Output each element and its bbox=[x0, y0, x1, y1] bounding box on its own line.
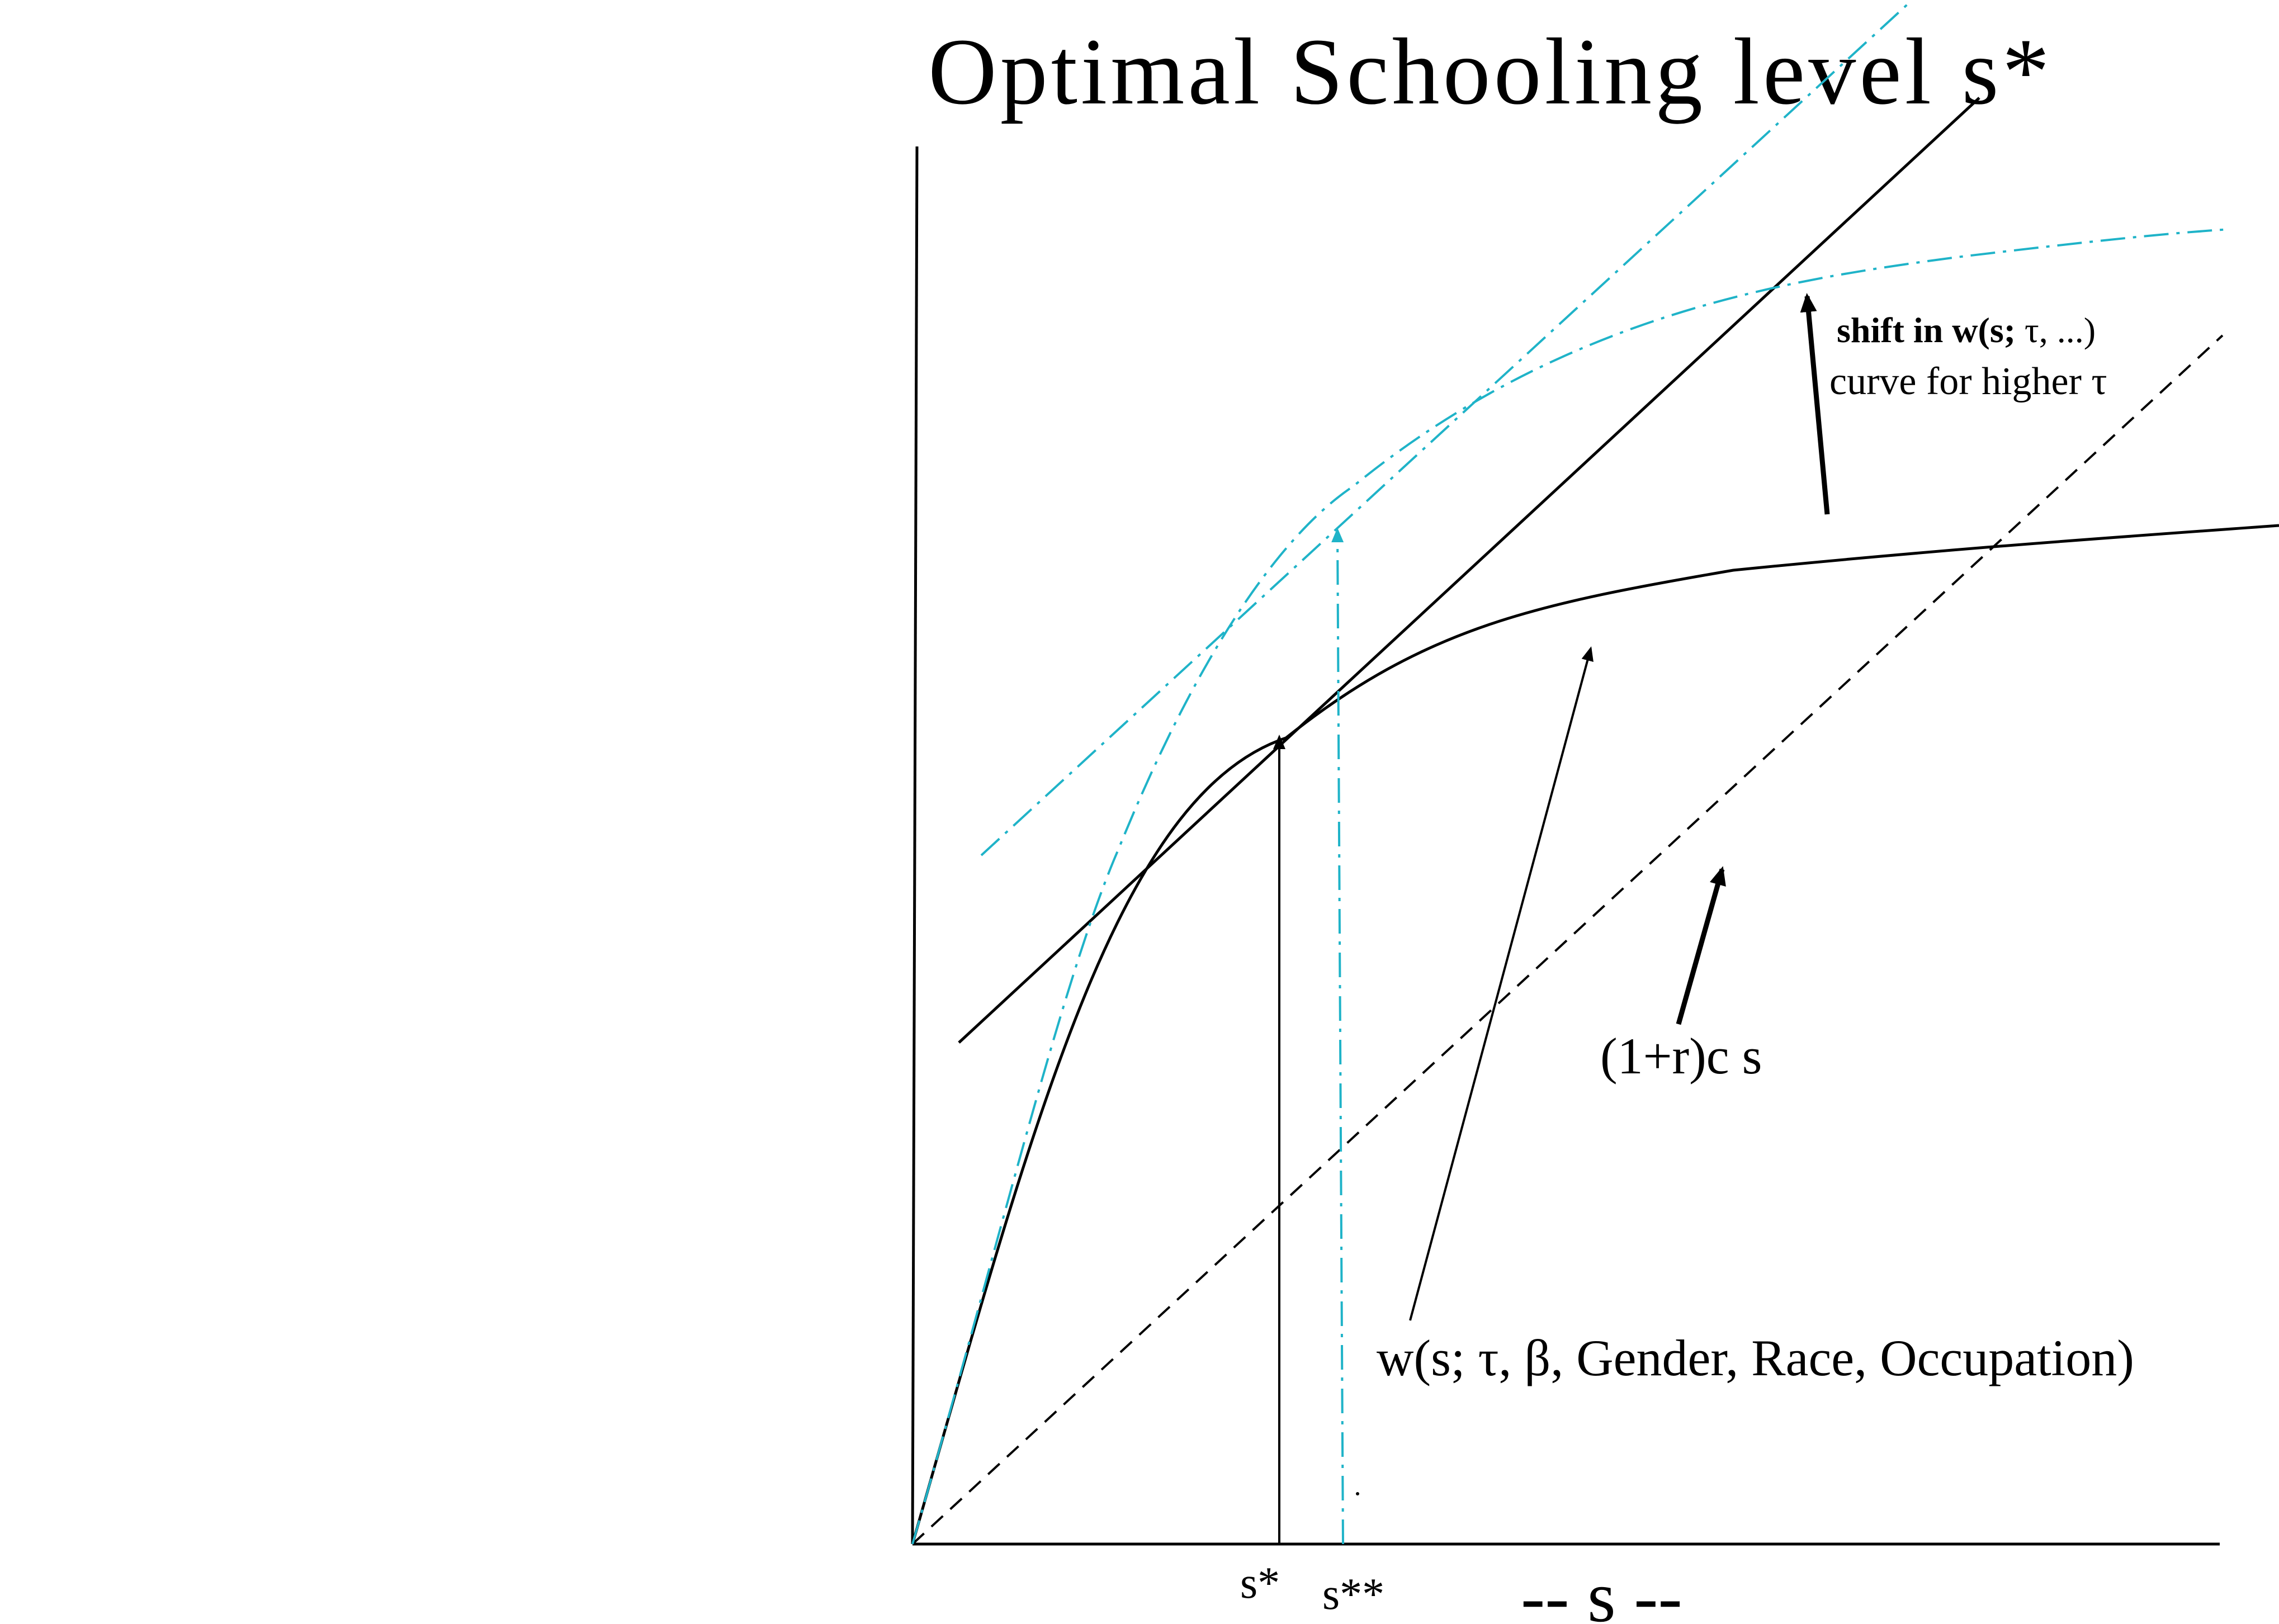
tangent-line-s-star bbox=[958, 97, 1980, 1044]
shift-label-line1: shift in w(s; τ, ...) bbox=[1837, 310, 2096, 350]
shifted-wage-curve bbox=[911, 228, 2231, 1545]
wage-curve-label: w(s; τ, β, Gender, Race, Occupation) bbox=[1377, 1329, 2134, 1386]
y-axis bbox=[911, 146, 919, 1545]
page-title: Optimal Schooling level s* bbox=[928, 19, 2053, 124]
s-double-star-tick-label: s** bbox=[1322, 1570, 1384, 1619]
shift-label-line2: curve for higher τ bbox=[1829, 360, 2107, 403]
tangent-line-s-double-star bbox=[980, 0, 1913, 856]
stray-dot bbox=[1356, 1492, 1359, 1495]
cost-line-label-pointer bbox=[1676, 866, 1726, 1025]
cost-line-label: (1+r)c s bbox=[1600, 1028, 1762, 1085]
s-star-tick-label: s* bbox=[1240, 1559, 1280, 1608]
s-double-star-vertical-line bbox=[1331, 528, 1344, 1545]
x-axis-label: -- s -- bbox=[1521, 1557, 1682, 1624]
wage-curve-label-pointer bbox=[1409, 646, 1594, 1321]
shift-label-rest: τ, ...) bbox=[2016, 310, 2096, 350]
wage-curve bbox=[911, 524, 2279, 1545]
shift-label-pointer bbox=[1800, 293, 1830, 515]
cost-line bbox=[911, 334, 2224, 1545]
shift-label-bold: shift in w(s; bbox=[1837, 310, 2016, 350]
